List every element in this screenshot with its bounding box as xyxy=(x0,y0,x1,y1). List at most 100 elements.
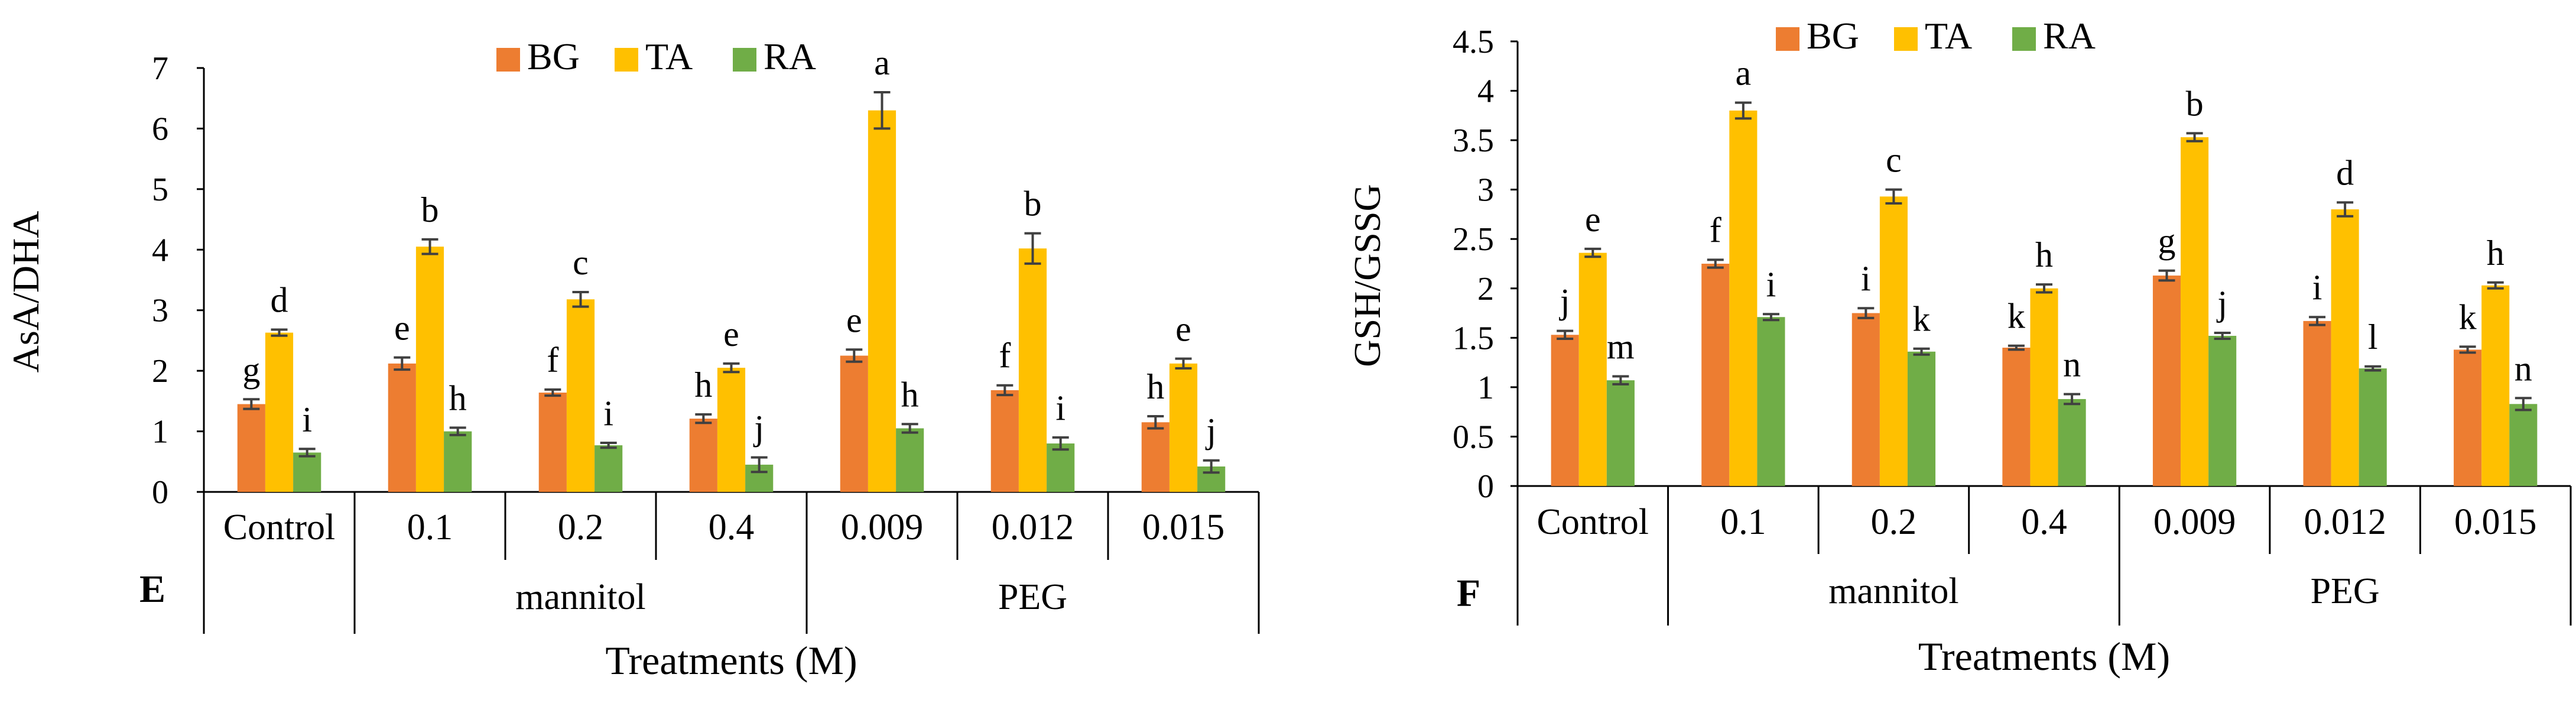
significance-letter: i xyxy=(2312,268,2322,307)
significance-letter: i xyxy=(1861,259,1871,298)
significance-letter: e xyxy=(723,315,739,354)
y-tick-label: 0 xyxy=(1477,468,1494,505)
significance-letter: c xyxy=(573,243,589,282)
bar-ta xyxy=(1578,252,1607,486)
significance-letter: j xyxy=(1205,412,1216,451)
category-label: 0.4 xyxy=(2021,502,2067,542)
significance-letter: n xyxy=(2063,345,2081,384)
bar-ra xyxy=(1757,317,1785,486)
group-label-mannitol: mannitol xyxy=(1828,571,1958,611)
bar-bg xyxy=(538,393,567,492)
category-label: 0.009 xyxy=(2153,502,2236,542)
y-tick-label: 4.5 xyxy=(1453,24,1494,60)
group-label-peg: PEG xyxy=(2311,571,2380,611)
bar-ta xyxy=(2181,137,2209,486)
category-label: 0.012 xyxy=(2304,502,2386,542)
category-label: 0.015 xyxy=(2454,502,2537,542)
legend-label-ta: TA xyxy=(645,35,693,77)
bar-ta xyxy=(717,368,746,492)
y-tick-label: 6 xyxy=(152,111,168,147)
y-tick-label: 3.5 xyxy=(1453,122,1494,159)
legend-swatch-ta xyxy=(615,48,638,72)
significance-letter: n xyxy=(2515,349,2532,388)
significance-letter: e xyxy=(1175,310,1191,349)
group-label-peg: PEG xyxy=(998,577,1067,617)
y-tick-label: 3 xyxy=(152,293,168,329)
significance-letter: j xyxy=(753,409,764,448)
bar-ra xyxy=(896,428,924,492)
legend-label-bg: BG xyxy=(527,35,580,77)
significance-letter: h xyxy=(2035,235,2053,274)
significance-letter: h xyxy=(694,365,712,404)
bar-ra xyxy=(293,452,321,492)
significance-letter: i xyxy=(1055,388,1066,427)
significance-letter: m xyxy=(1607,328,1635,367)
y-tick-label: 1.5 xyxy=(1453,320,1494,357)
category-label: 0.4 xyxy=(709,507,755,547)
significance-letter: k xyxy=(2007,297,2025,336)
bar-bg xyxy=(237,404,265,492)
y-tick-label: 4 xyxy=(152,232,168,268)
significance-letter: f xyxy=(547,341,558,380)
x-axis-title: Treatments (M) xyxy=(605,638,857,683)
significance-letter: j xyxy=(2216,284,2227,323)
significance-letter: g xyxy=(2158,222,2175,261)
legend-swatch-ra xyxy=(2012,27,2036,51)
bar-ta xyxy=(566,299,595,492)
legend-label-ta: TA xyxy=(1925,15,1972,57)
bar-bg xyxy=(840,355,868,492)
y-tick-label: 2 xyxy=(152,353,168,390)
significance-letter: h xyxy=(449,378,467,417)
legend-label-bg: BG xyxy=(1807,15,1859,57)
significance-letter: e xyxy=(1585,200,1601,239)
significance-letter: b xyxy=(2186,84,2204,123)
significance-letter: i xyxy=(302,400,312,439)
category-label: 0.009 xyxy=(841,507,924,547)
significance-letter: l xyxy=(2368,317,2378,357)
bar-bg xyxy=(2303,320,2331,486)
significance-letter: k xyxy=(2459,297,2477,336)
significance-letter: i xyxy=(1766,265,1776,304)
significance-letter: f xyxy=(1710,210,1721,250)
bar-ta xyxy=(1018,248,1047,492)
chart-panel-f: 0 0.5 1 1.5 2 2.5 3 3.5 4 4.5 Control 0.1 0.2 0.4 0.00… xyxy=(1346,15,2572,679)
bar-ra xyxy=(1606,380,1635,486)
significance-letter: g xyxy=(242,350,260,389)
legend-swatch-ra xyxy=(733,48,756,72)
significance-letter: a xyxy=(874,43,890,82)
bar-bg xyxy=(1551,335,1579,486)
category-label: 0.1 xyxy=(407,507,453,547)
y-tick-label: 7 xyxy=(152,50,168,87)
y-tick-label: 1 xyxy=(152,414,168,451)
significance-letter: h xyxy=(1146,367,1164,406)
bar-ta xyxy=(265,332,294,492)
bar-ta xyxy=(2481,285,2510,486)
category-label: Control xyxy=(1537,502,1649,542)
significance-letter: e xyxy=(394,309,410,348)
bar-ta xyxy=(2331,209,2359,486)
y-axis-title: AsA/DHA xyxy=(5,211,47,373)
y-tick-label: 3 xyxy=(1477,172,1494,209)
bar-ta xyxy=(415,247,444,492)
category-label: 0.2 xyxy=(1871,502,1917,542)
significance-letter: h xyxy=(2487,234,2504,273)
significance-letter: d xyxy=(271,280,288,319)
category-label: 0.1 xyxy=(1720,502,1766,542)
bar-ra xyxy=(2058,399,2086,486)
group-label-mannitol: mannitol xyxy=(515,577,645,617)
bar-ta xyxy=(1879,196,1908,486)
panel-label: E xyxy=(139,568,165,611)
significance-letter: a xyxy=(1736,54,1752,93)
y-tick-label: 4 xyxy=(1477,73,1494,110)
significance-letter: h xyxy=(901,375,919,414)
y-tick-label: 0 xyxy=(152,474,168,511)
category-label: Control xyxy=(223,507,335,547)
y-tick-label: 1 xyxy=(1477,370,1494,406)
significance-letter: b xyxy=(1024,184,1042,223)
bar-ta xyxy=(868,110,896,492)
y-tick-label: 2.5 xyxy=(1453,221,1494,258)
significance-letter: i xyxy=(603,394,613,433)
significance-letter: k xyxy=(1913,300,1931,339)
